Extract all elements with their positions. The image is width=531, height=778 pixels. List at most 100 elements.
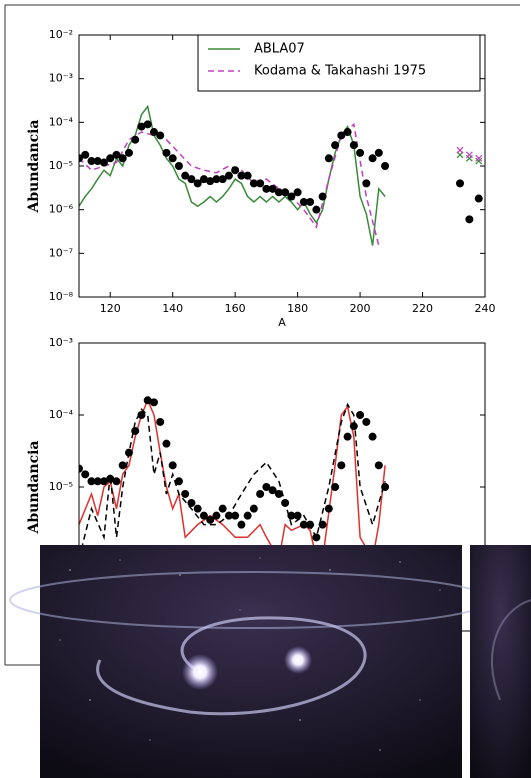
data-point xyxy=(262,483,271,491)
data-point xyxy=(349,422,358,431)
x-tick-label: 160 xyxy=(225,302,246,315)
data-point xyxy=(156,131,165,140)
data-point xyxy=(143,120,152,129)
data-point xyxy=(331,483,340,491)
data-point xyxy=(337,461,346,470)
data-point xyxy=(112,150,121,159)
data-point xyxy=(337,131,346,140)
x-axis-label: A xyxy=(278,316,286,329)
plot-area xyxy=(79,104,483,246)
y-tick-label: 10⁻⁴ xyxy=(49,115,74,128)
data-point xyxy=(474,194,483,203)
data-point xyxy=(149,128,158,137)
data-point xyxy=(299,197,308,206)
data-point xyxy=(118,154,127,163)
data-point xyxy=(231,166,240,175)
data-cross xyxy=(475,154,483,162)
data-point xyxy=(268,486,277,495)
photo xyxy=(470,545,531,778)
data-point xyxy=(81,470,90,479)
legend-label: Kodama & Takahashi 1975 xyxy=(254,64,426,79)
data-point xyxy=(356,411,365,419)
series-line xyxy=(79,122,380,246)
data-point xyxy=(293,188,302,197)
data-cross xyxy=(475,157,483,165)
data-point xyxy=(187,498,196,507)
data-cross xyxy=(465,151,473,159)
y-tick-label: 10⁻⁸ xyxy=(49,290,74,303)
data-point xyxy=(324,504,333,513)
data-point xyxy=(343,432,352,441)
data-point xyxy=(99,158,108,167)
data-point xyxy=(306,520,315,529)
data-point xyxy=(174,162,183,170)
data-point xyxy=(131,135,140,144)
data-point xyxy=(249,504,258,513)
data-point xyxy=(124,448,133,457)
data-point xyxy=(87,477,96,486)
data-point xyxy=(168,154,177,163)
data-point xyxy=(156,417,165,426)
data-point xyxy=(168,461,177,470)
x-tick-label: 140 xyxy=(162,302,183,315)
data-point xyxy=(349,141,358,150)
data-point xyxy=(174,477,183,486)
x-tick-label: 120 xyxy=(100,302,121,315)
legend-label: ABLA07 xyxy=(254,42,305,57)
data-point xyxy=(206,515,215,524)
data-point xyxy=(187,175,196,184)
data-point xyxy=(79,464,83,473)
data-point xyxy=(162,148,171,157)
data-point xyxy=(181,171,190,180)
data-point xyxy=(237,520,246,529)
series-line xyxy=(79,402,386,560)
data-point xyxy=(374,148,383,157)
data-point xyxy=(143,396,152,405)
data-point xyxy=(256,179,265,188)
data-point xyxy=(281,498,290,507)
data-point xyxy=(149,398,158,407)
data-point xyxy=(112,477,121,486)
data-point xyxy=(218,175,227,184)
series-line xyxy=(79,104,386,246)
data-point xyxy=(318,192,327,201)
data-point xyxy=(206,177,215,186)
data-point xyxy=(181,489,190,498)
data-point xyxy=(106,154,115,163)
data-point xyxy=(193,504,202,513)
data-point xyxy=(224,511,233,520)
data-point xyxy=(312,533,321,542)
data-point xyxy=(287,192,296,201)
data-point xyxy=(124,148,133,157)
charts: 10⁻⁸ 10⁻⁷ 10⁻⁶ 10⁻⁵ 10⁻⁴ 10⁻³ 10⁻² 120 140 160 180… xyxy=(26,28,496,632)
data-point xyxy=(99,477,108,486)
data-point xyxy=(249,179,258,188)
y-tick-label: 10⁻⁵ xyxy=(49,480,73,493)
data-point xyxy=(299,520,308,529)
legend-box xyxy=(197,34,481,92)
data-point xyxy=(274,188,283,197)
data-point xyxy=(381,162,390,170)
data-point xyxy=(262,184,271,193)
plot-area xyxy=(79,396,390,562)
data-point xyxy=(93,477,102,486)
data-point xyxy=(362,417,371,426)
data-point xyxy=(368,154,377,163)
y-tick-label: 10⁻⁶ xyxy=(49,203,74,216)
data-point xyxy=(318,520,327,529)
data-point xyxy=(324,154,333,163)
frame xyxy=(4,4,520,6)
data-point xyxy=(465,215,474,224)
data-point xyxy=(212,511,221,520)
data-point xyxy=(274,489,283,498)
data-point xyxy=(93,157,102,166)
data-point xyxy=(268,184,277,193)
data-point xyxy=(162,439,171,448)
data-point xyxy=(237,171,246,180)
y-axis-label: Abundancia xyxy=(26,441,42,535)
data-point xyxy=(356,148,365,157)
data-point xyxy=(374,461,383,470)
series-line xyxy=(79,398,386,562)
